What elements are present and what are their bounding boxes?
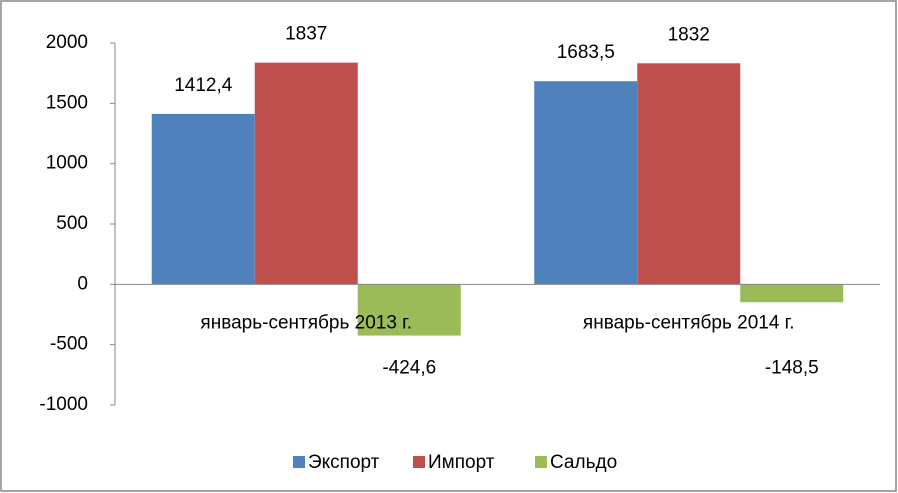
y-tick-label: 2000 <box>46 32 88 53</box>
value-label: 1683,5 <box>557 42 615 63</box>
bar <box>637 63 741 285</box>
value-label: 1412,4 <box>174 75 233 96</box>
value-label: 1837 <box>285 24 327 45</box>
y-tick-label: 500 <box>56 213 88 234</box>
y-tick-label: -1000 <box>39 394 88 415</box>
legend-label: Экспорт <box>308 452 380 473</box>
bar <box>151 113 255 285</box>
y-tick-label: 1000 <box>46 153 88 174</box>
x-tick-label: январь-сентябрь 2014 г. <box>583 312 795 333</box>
bar <box>254 62 358 285</box>
bar <box>740 284 844 303</box>
value-label: -424,6 <box>382 358 436 379</box>
bar <box>357 284 461 336</box>
y-tick-label: 1500 <box>46 92 88 113</box>
value-label: -148,5 <box>765 357 819 378</box>
x-tick-label: январь-сентябрь 2013 г. <box>200 312 412 333</box>
legend-swatch <box>293 456 305 468</box>
bar <box>534 81 638 285</box>
legend-label: Сальдо <box>550 452 617 473</box>
legend-swatch <box>535 456 547 468</box>
y-tick-label: 0 <box>77 273 88 294</box>
y-tick-label: -500 <box>50 334 88 355</box>
legend-label: Импорт <box>428 452 495 473</box>
legend-swatch <box>413 456 425 468</box>
value-label: 1832 <box>668 24 710 45</box>
